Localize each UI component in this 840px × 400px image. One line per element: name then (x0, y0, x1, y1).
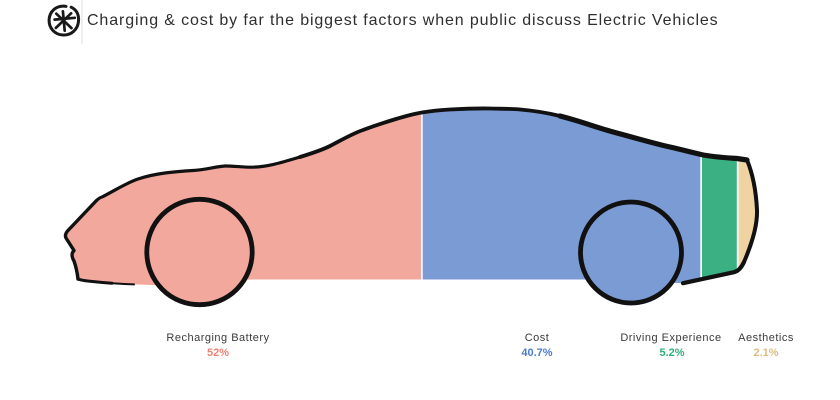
svg-text:Driving Experience: Driving Experience (620, 332, 721, 344)
svg-text:5.2%: 5.2% (659, 347, 684, 359)
svg-text:Aesthetics: Aesthetics (738, 332, 794, 344)
svg-text:Recharging Battery: Recharging Battery (166, 332, 269, 344)
svg-text:Cost: Cost (525, 332, 550, 344)
svg-text:Charging & cost by far the big: Charging & cost by far the biggest facto… (87, 12, 719, 29)
svg-text:2.1%: 2.1% (753, 347, 778, 359)
svg-text:52%: 52% (207, 347, 229, 359)
svg-text:40.7%: 40.7% (521, 347, 552, 359)
